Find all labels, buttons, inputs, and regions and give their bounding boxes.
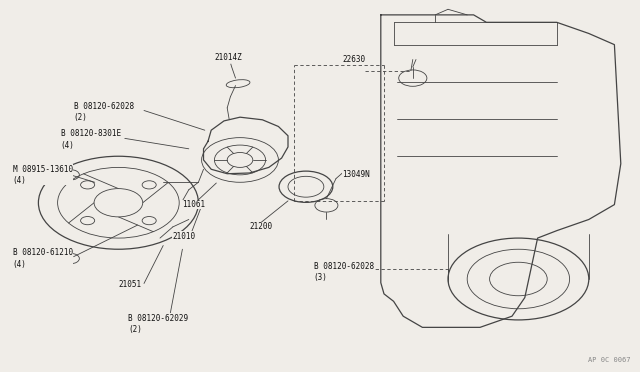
Text: 11061: 11061 — [182, 200, 205, 209]
Text: 21014Z: 21014Z — [214, 53, 242, 62]
Text: B 08120-62028
(3): B 08120-62028 (3) — [314, 262, 374, 282]
Text: 21010: 21010 — [173, 232, 196, 241]
Text: B 08120-62029
(2): B 08120-62029 (2) — [128, 314, 188, 334]
Text: B 08120-61210
(4): B 08120-61210 (4) — [13, 248, 73, 269]
Text: M: M — [68, 172, 73, 177]
Text: B 08120-8301E
(4): B 08120-8301E (4) — [61, 129, 121, 150]
Text: M 08915-13610
(4): M 08915-13610 (4) — [13, 165, 73, 185]
Text: 13049N: 13049N — [342, 170, 370, 179]
Text: AP 0C 0067: AP 0C 0067 — [588, 357, 630, 363]
Text: B: B — [100, 110, 104, 115]
Text: B: B — [68, 256, 72, 261]
Circle shape — [94, 189, 143, 217]
Text: 22630: 22630 — [342, 55, 365, 64]
Text: B: B — [88, 136, 92, 141]
Text: 21051: 21051 — [118, 280, 141, 289]
Text: 21200: 21200 — [250, 222, 273, 231]
Text: B 08120-62028
(2): B 08120-62028 (2) — [74, 102, 134, 122]
